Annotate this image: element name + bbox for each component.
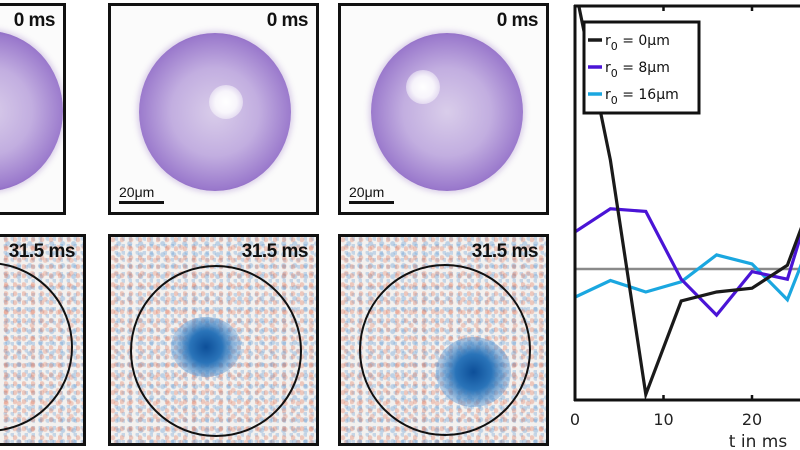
sphere-image	[371, 33, 523, 191]
heating-spot	[209, 85, 243, 119]
panel-top-r0-8: 0 ms 20μm	[108, 3, 319, 215]
panel-top-r0-0: 0 ms	[0, 3, 66, 215]
sphere-image	[0, 31, 63, 191]
plot-area	[575, 6, 800, 400]
timestamp-label: 0 ms	[13, 10, 56, 31]
panel-bottom-r0-16: 31.5 ms	[338, 234, 549, 446]
timestamp-label: 31.5 ms	[471, 241, 539, 262]
sphere-outline	[130, 265, 302, 437]
scalebar: 20μm	[119, 184, 164, 204]
legend-label: r0 = 0μm	[605, 33, 670, 53]
scalebar-label: 20μm	[119, 184, 155, 200]
x-tick-label: 20	[742, 410, 762, 429]
series-line	[577, 6, 800, 400]
scalebar-label: 20μm	[349, 184, 385, 200]
panel-bottom-r0-0: 31.5 ms	[0, 234, 86, 446]
scalebar-line	[349, 201, 394, 204]
legend: r0 = 0μm r0 = 8μm r0 = 16μm	[582, 20, 701, 115]
timestamp-label: 0 ms	[496, 10, 539, 31]
timestamp-label: 31.5 ms	[241, 241, 309, 262]
scalebar-line	[119, 201, 164, 204]
sphere-outline	[359, 264, 531, 436]
x-tick-label: 10	[653, 410, 673, 429]
line-chart: 0 10 20 t in ms r0 = 0μm r0 = 8μm r0 = 16μm	[570, 4, 800, 450]
x-ticks: 0 10 20	[570, 6, 762, 429]
panel-top-r0-16: 0 ms 20μm	[338, 3, 549, 215]
series-line	[575, 253, 800, 303]
legend-label: r0 = 16μm	[605, 87, 679, 107]
timestamp-label: 31.5 ms	[8, 241, 76, 262]
panel-bottom-r0-8: 31.5 ms	[108, 234, 319, 446]
legend-label: r0 = 8μm	[605, 60, 670, 80]
timestamp-label: 0 ms	[266, 10, 309, 31]
x-axis-label: t in ms	[729, 432, 788, 450]
heating-spot	[406, 70, 440, 104]
x-tick-label: 0	[570, 410, 580, 429]
scalebar: 20μm	[349, 184, 394, 204]
